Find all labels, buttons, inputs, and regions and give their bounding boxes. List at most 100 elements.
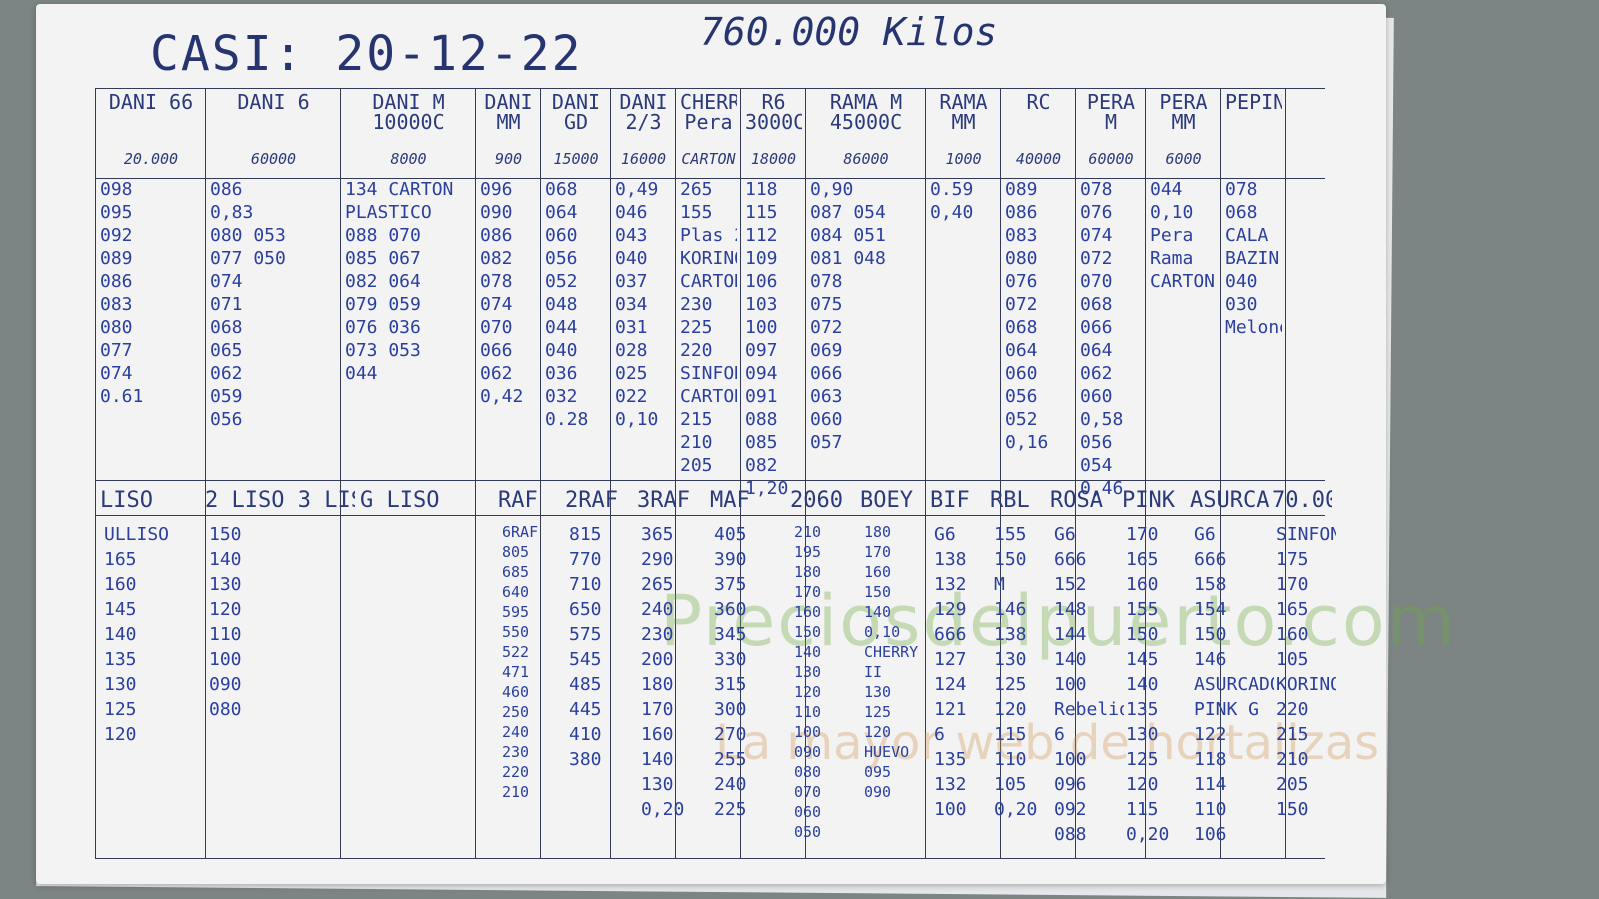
column-values: 098 095 092 089 086 083 080 077 074 0.61 — [100, 178, 202, 408]
price-cell: Rebelion — [1054, 699, 1124, 720]
column-1: DANI 66 20.000 098 095 092 089 086 083 080 077 074… — [95, 88, 206, 858]
price-cell: 390 — [714, 549, 747, 570]
price-cell: 150 — [1276, 799, 1309, 820]
price-cell: 088 — [745, 409, 778, 430]
price-cell: 0,58 — [1080, 409, 1124, 430]
column-3: DANI M 10000C 8000 134 CARTON PLASTICO 088 0… — [340, 88, 476, 858]
price-cell: 158 — [1194, 574, 1227, 595]
price-cell: 135 — [1126, 699, 1159, 720]
price-cell: 365 — [641, 524, 674, 545]
price-cell: CHERRY — [864, 643, 919, 661]
price-cell: 575 — [569, 624, 602, 645]
price-cell: 082 064 — [345, 271, 421, 292]
lower-values: 180 170 160 150 140 0,10 CHERRY II 130 125 120 HUEV… — [864, 522, 934, 802]
price-cell: 380 — [569, 749, 602, 770]
price-cell: 0,20 — [641, 799, 685, 820]
watermark-tagline: La mayor web de hortalizas — [715, 715, 1380, 771]
price-cell: 052 — [1005, 409, 1038, 430]
price-cell: 080 053 — [210, 225, 286, 246]
price-cell: 345 — [714, 624, 747, 645]
price-cell: 666 — [934, 624, 967, 645]
price-cell: 0,20 — [1126, 824, 1170, 845]
price-cell: 710 — [569, 574, 602, 595]
lower-header: 2 LISO 3 LISO — [205, 488, 355, 513]
price-cell: BAZIN — [1225, 248, 1280, 269]
price-cell: 089 — [100, 248, 133, 269]
price-cell: 032 — [545, 386, 578, 407]
column-6: DANI 2/3 16000 0,49 046 043 040 037 034 031 028 02… — [610, 88, 676, 858]
column-header: PERA M — [1086, 92, 1136, 134]
price-cell: 090 — [480, 202, 513, 223]
lower-header: BOEY — [860, 488, 913, 513]
lower-header: PINK — [1122, 488, 1175, 513]
price-cell: 121 — [934, 699, 967, 720]
price-cell: 135 — [934, 749, 967, 770]
column-header: DANI 6 — [237, 92, 310, 114]
price-cell: 048 — [545, 294, 578, 315]
column-header: DANI 66 — [108, 92, 194, 114]
price-cell: G6 — [934, 524, 956, 545]
column-11: RC 40000 089 086 083 080 076 072 068 064 060 056 052… — [1000, 88, 1076, 858]
price-cell: 125 — [994, 674, 1027, 695]
price-cell: 063 — [810, 386, 843, 407]
price-cell: 135 — [104, 649, 137, 670]
price-cell: 130 — [641, 774, 674, 795]
price-cell: 160 — [104, 574, 137, 595]
column-values: 134 CARTON PLASTICO 088 070 085 067 082 064 0… — [345, 178, 472, 385]
column-capacity: 1000 — [945, 150, 982, 168]
price-cell: 083 — [100, 294, 133, 315]
price-cell: 145 — [104, 599, 137, 620]
price-cell: 405 — [714, 524, 747, 545]
price-cell: 086 — [1005, 202, 1038, 223]
lower-header: ROSA — [1050, 488, 1103, 513]
price-cell: 550 — [502, 623, 530, 641]
price-cell: 130 — [864, 683, 892, 701]
lower-header: 3RAF — [637, 488, 690, 513]
column-header: DANI M 10000C — [372, 92, 445, 134]
price-cell: 046 — [615, 202, 648, 223]
price-cell: 240 — [641, 599, 674, 620]
price-cell: 150 — [994, 549, 1027, 570]
price-cell: 097 — [745, 340, 778, 361]
price-cell: 109 — [745, 248, 778, 269]
lower-header: LISO — [100, 488, 153, 513]
price-cell: 445 — [569, 699, 602, 720]
price-cell: II — [864, 663, 883, 681]
price-cell: 030 — [1225, 294, 1258, 315]
price-cell: 114 — [1194, 774, 1227, 795]
price-cell: 037 — [615, 271, 648, 292]
column-header: DANI 2/3 — [619, 92, 668, 134]
lower-values: 365 290 265 240 230 200 180 170 160 140 130 0,20 — [641, 522, 711, 822]
price-cell: 083 — [1005, 225, 1038, 246]
price-cell: Rama — [1150, 248, 1194, 269]
price-cell: 078 — [810, 271, 843, 292]
column-values: 089 086 083 080 076 072 068 064 060 056 052 0,16 — [1005, 178, 1072, 454]
column-header: R6 3000C — [745, 92, 802, 134]
price-cell: Pera — [1150, 225, 1194, 246]
price-cell: 056 — [1080, 432, 1113, 453]
lower-header: ASURCADO PINK — [1190, 488, 1270, 513]
price-cell: 240 — [714, 774, 747, 795]
column-header: RC — [1026, 92, 1051, 114]
price-cell: 070 — [480, 317, 513, 338]
price-cell: 315 — [714, 674, 747, 695]
price-cell: 225 — [680, 317, 713, 338]
price-cell: 129 — [934, 599, 967, 620]
price-cell: 105 — [1276, 649, 1309, 670]
price-cell: 110 — [209, 624, 242, 645]
lower-header: MAF — [710, 488, 750, 513]
column-5: DANI GD 15000 068 064 060 056 052 048 044 040 036 0… — [540, 88, 611, 858]
price-cell: 082 — [745, 455, 778, 476]
price-cell: 6RAF — [502, 523, 539, 541]
price-cell: 086 — [480, 225, 513, 246]
price-cell: 103 — [745, 294, 778, 315]
price-cell: 522 — [502, 643, 530, 661]
watermark-site: Preciosdelpuerto.com — [660, 580, 1457, 662]
price-cell: G6 — [1054, 524, 1076, 545]
price-cell: 140 — [864, 603, 892, 621]
price-cell: 069 — [810, 340, 843, 361]
price-cell: 160 — [641, 724, 674, 745]
price-cell: SINFONIA — [680, 363, 737, 384]
price-cell: 300 — [714, 699, 747, 720]
price-cell: ASURCADO — [1194, 674, 1274, 695]
